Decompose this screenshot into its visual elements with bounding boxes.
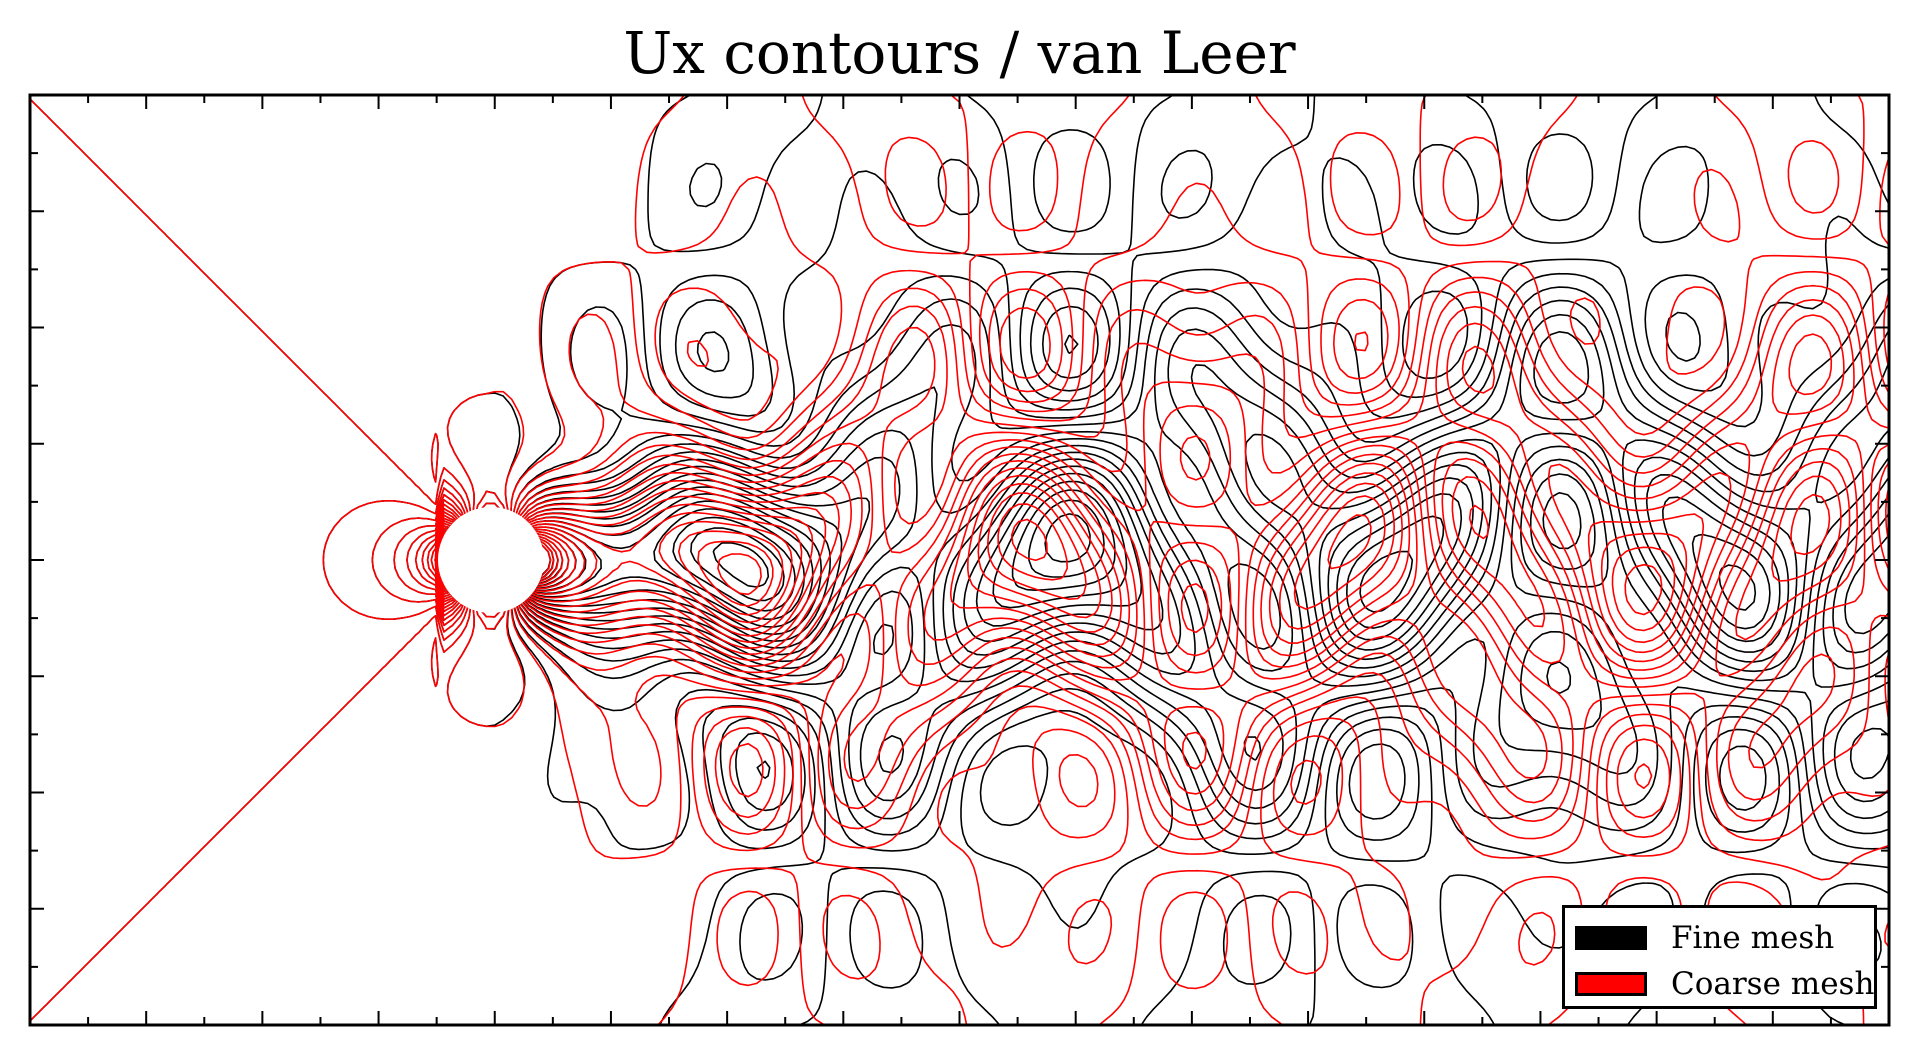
coarse-mesh-contour-12: [426, 460, 1705, 658]
legend: Fine mesh Coarse mesh: [1562, 905, 1877, 1009]
coarse-mesh-contour-20: [430, 136, 1840, 990]
legend-entry-coarse: Coarse mesh: [1575, 966, 1875, 1002]
coarse-mesh-contour-15: [406, 299, 1890, 812]
legend-label-fine: Fine mesh: [1671, 920, 1835, 956]
fine-mesh-contour-11: [430, 465, 1781, 651]
coarse-mesh-contour-14: [414, 314, 1890, 795]
coarse-mesh-contours: [29, 94, 1890, 1026]
legend-entry-fine: Fine mesh: [1575, 920, 1835, 956]
chart-title: Ux contours / van Leer: [623, 19, 1296, 87]
axis-ticks: [30, 95, 1889, 1025]
legend-swatch-fine: [1575, 926, 1647, 950]
legend-label-coarse: Coarse mesh: [1671, 966, 1875, 1002]
legend-swatch-coarse: [1575, 972, 1647, 996]
cylinder-obstacle: [438, 507, 544, 613]
plot-frame: [28, 93, 1891, 1027]
fine-mesh-contour-20: [430, 133, 1882, 989]
fine-mesh-contours: [29, 94, 1890, 1026]
fine-mesh-contour-19: [29, 94, 1890, 1026]
fine-mesh-contour-15: [406, 299, 1890, 820]
coarse-mesh-contour-19: [29, 94, 1890, 1026]
coarse-mesh-contour-18: [322, 130, 1890, 995]
